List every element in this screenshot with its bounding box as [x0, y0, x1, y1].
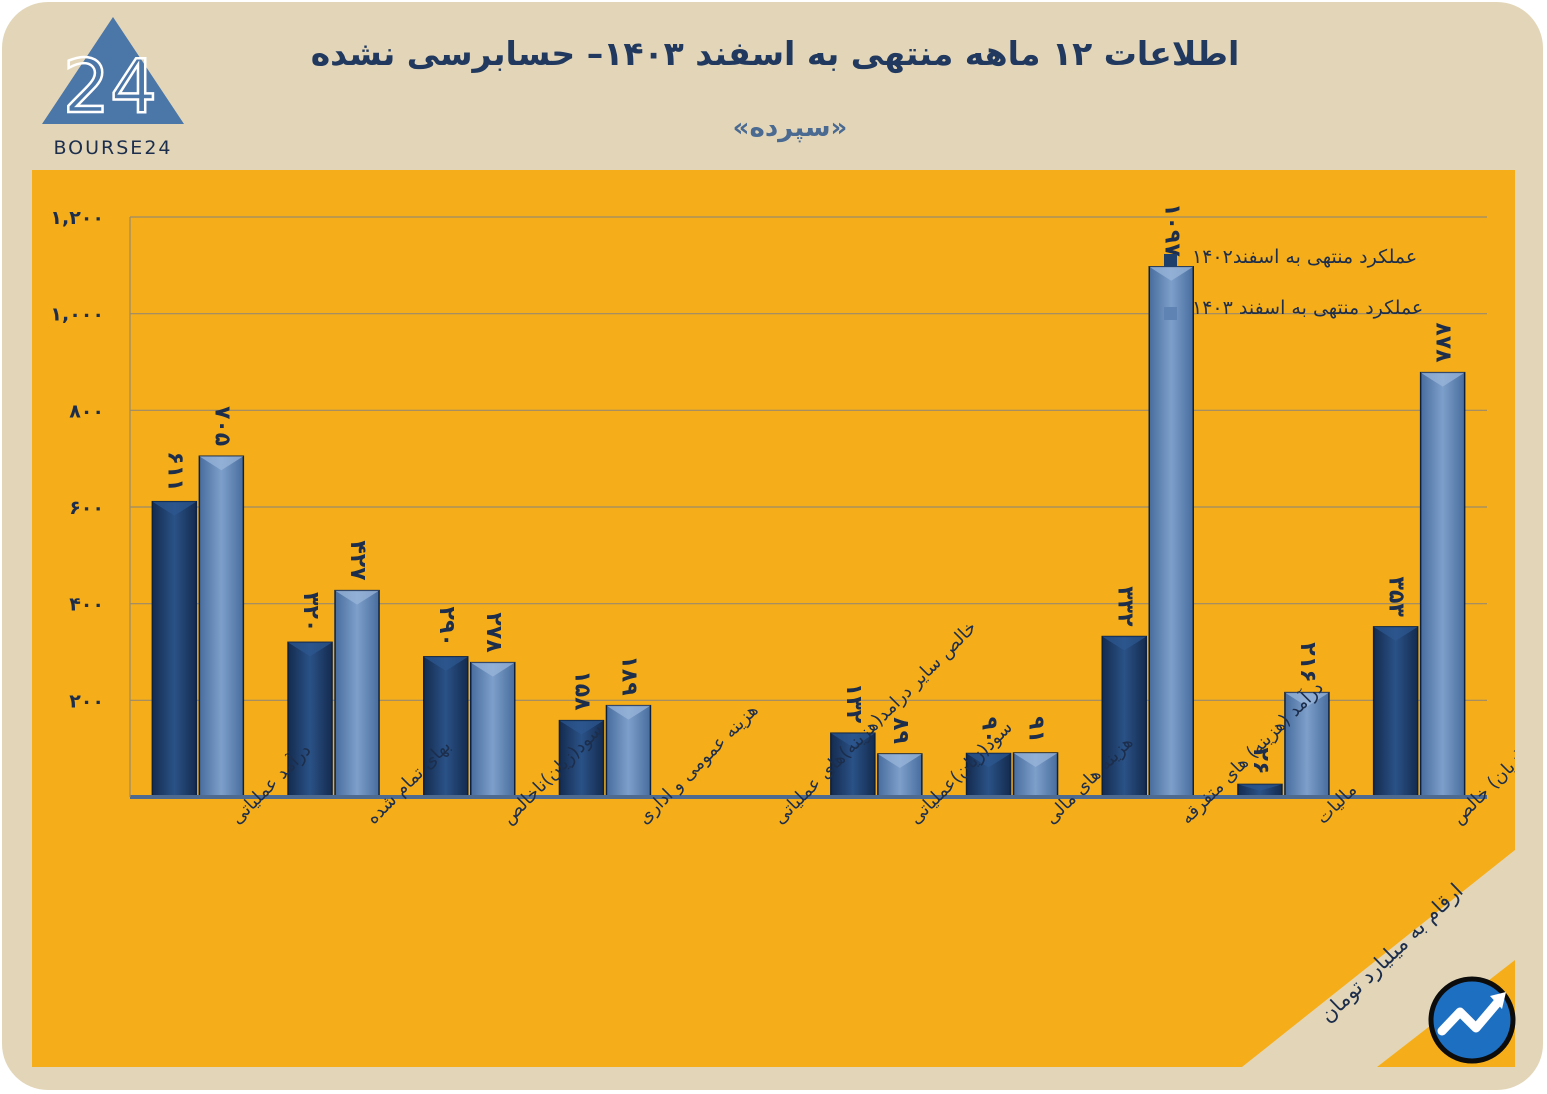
bar-1403	[1284, 691, 1330, 798]
bar-1402-bevel	[152, 501, 197, 516]
bar-1403-bevel	[199, 456, 244, 471]
bar-1402-bevel	[288, 642, 333, 657]
y-tick-label: ۱,۰۰۰	[50, 304, 104, 326]
bar-chart: ۶۱۱ ۷۰۵ ۳۲۰ ۴۲۷ ۲۹۰ ۲۷۸ ۱۵۸ ۱۸۹ ۱۳۲ ۸۹ ۹۰ ۹۱ ۳۳۲ ۱۰۹۷…	[50, 203, 1515, 1067]
bar-1402-bevel	[423, 656, 468, 671]
page-title: اطلاعات ۱۲ ماهه منتهی به اسفند ۱۴۰۳– حسا…	[310, 34, 1240, 73]
bar-1403	[334, 589, 380, 798]
bourse24-logo: 24 BOURSE24	[42, 17, 184, 159]
bar-1403	[1148, 266, 1194, 798]
data-label: ۸۹	[888, 717, 913, 744]
data-label: ۲۹۰	[434, 607, 459, 647]
bar-1402	[1372, 626, 1419, 798]
trend-badge-icon	[1428, 976, 1516, 1064]
bar-1403	[605, 704, 652, 798]
bar-1403-bevel	[470, 662, 515, 677]
data-label: ۸۷۸	[1431, 322, 1456, 363]
bar-1403	[470, 661, 516, 798]
page-subtitle: «سپرده»	[732, 113, 848, 143]
bar-1403-bevel	[877, 753, 922, 768]
legend-item-1402: عملکرد منتهی به اسفند۱۴۰۲	[1192, 246, 1417, 268]
data-label: ۱۳۲	[841, 683, 866, 724]
bar-1402-bevel	[830, 733, 875, 748]
y-tick-label: ۸۰۰	[69, 400, 104, 422]
data-label: ۶۱۱	[162, 451, 187, 491]
legend-marker-1402	[1164, 254, 1177, 267]
data-label: ۲۷۸	[481, 612, 506, 653]
bar-1403	[1419, 371, 1466, 798]
bar-1403	[198, 455, 245, 798]
data-label: ۱۸۹	[616, 655, 641, 695]
bar-1402-bevel	[966, 753, 1011, 768]
bar-1402	[151, 500, 198, 798]
data-label: ۹۱	[1024, 716, 1049, 743]
data-label: ۳۳۲	[1112, 586, 1137, 627]
bar-1402-bevel	[1237, 784, 1282, 791]
legend-label-1403: عملکرد منتهی به اسفند ۱۴۰۳	[1192, 297, 1424, 319]
data-label: ۱۰۹۷	[1159, 203, 1184, 257]
bar-1402	[1101, 635, 1147, 798]
bar-1403-bevel	[1013, 753, 1058, 768]
legend-label-1402: عملکرد منتهی به اسفند۱۴۰۲	[1192, 246, 1418, 268]
bar-1403-bevel	[606, 705, 651, 720]
data-label: ۲۶	[1248, 748, 1273, 775]
data-label: ۱۵۸	[569, 670, 594, 711]
legend-item-1403: عملکرد منتهی به اسفند ۱۴۰۳	[1192, 297, 1423, 319]
bar-1403-bevel	[1149, 266, 1194, 281]
data-label: ۴۲۷	[345, 540, 370, 581]
data-label: ۷۰۵	[209, 406, 234, 446]
svg-text:BOURSE24: BOURSE24	[53, 137, 172, 159]
data-label: ۳۵۳	[1384, 577, 1409, 618]
x-tick-label: هزینه عمومی و اداری	[634, 700, 763, 829]
bar-1403-bevel	[1284, 692, 1329, 707]
y-tick-label: ۴۰۰	[69, 594, 104, 616]
bar-1402	[423, 656, 469, 798]
legend-marker-1403	[1164, 307, 1177, 320]
y-tick-label: ۱,۲۰۰	[50, 207, 104, 229]
chart-panel: ۶۱۱ ۷۰۵ ۳۲۰ ۴۲۷ ۲۹۰ ۲۷۸ ۱۵۸ ۱۸۹ ۱۳۲ ۸۹ ۹۰ ۹۱ ۳۳۲ ۱۰۹۷…	[32, 170, 1515, 1067]
data-label: ۲۱۶	[1295, 642, 1320, 682]
bar-1403-bevel	[1420, 372, 1465, 387]
y-tick-label: ۶۰۰	[69, 497, 104, 519]
bar-1402-bevel	[1102, 636, 1147, 651]
data-label: ۳۲۰	[298, 592, 323, 632]
svg-text:24: 24	[63, 44, 157, 130]
bar-1402-bevel	[559, 720, 604, 735]
bar-1402-bevel	[1373, 626, 1418, 641]
bar-1403-bevel	[335, 590, 380, 605]
data-label: ۹۰	[977, 717, 1002, 744]
y-tick-label: ۲۰۰	[69, 690, 104, 712]
